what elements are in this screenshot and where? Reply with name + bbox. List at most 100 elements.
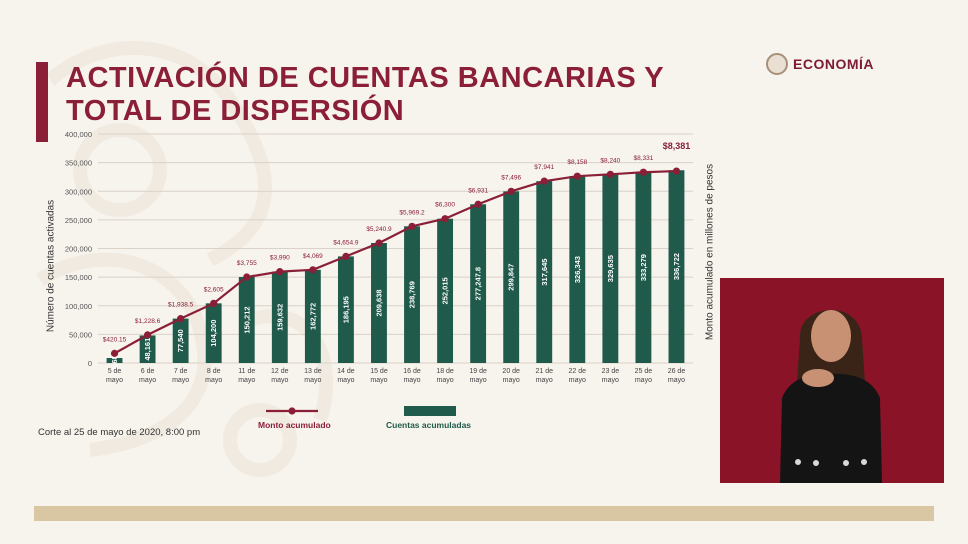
line-point — [540, 177, 548, 185]
x-tick-label: 19 de — [469, 368, 487, 375]
y-tick-label: 250,000 — [65, 216, 92, 225]
legend-bar-swatch — [404, 406, 456, 416]
bar — [668, 170, 685, 363]
line-value-label: $8,240 — [600, 157, 620, 164]
x-tick-label: 15 de — [370, 368, 388, 375]
interpreter-face — [811, 310, 851, 362]
bar-value-label: 329,635 — [606, 255, 615, 282]
x-tick-label: 7 de — [174, 368, 188, 375]
bar-value-label: 186,195 — [341, 296, 350, 323]
x-tick-label: mayo — [437, 377, 454, 384]
bar — [404, 226, 420, 363]
x-tick-label: mayo — [536, 377, 553, 384]
bar — [205, 303, 222, 363]
interpreter-body — [780, 373, 882, 483]
x-tick-label: mayo — [172, 377, 189, 384]
y-tick-label: 400,000 — [65, 130, 92, 139]
legend-label-monto: Monto acumulado — [258, 420, 331, 430]
line-point — [210, 299, 218, 307]
x-tick-label: 13 de — [304, 368, 322, 375]
x-tick-label: 20 de — [502, 368, 520, 375]
line-value-label: $1,228.6 — [135, 318, 161, 325]
sign-language-interpreter-video — [720, 278, 944, 483]
x-tick-label: mayo — [139, 377, 156, 384]
line-value-label: $8,331 — [633, 155, 653, 162]
line-value-label: $8,381 — [663, 141, 691, 151]
line-value-label: $420.15 — [103, 336, 127, 343]
bar-value-label: 317,645 — [540, 259, 549, 286]
bar-value-label: 333,279 — [639, 254, 648, 281]
y-tick-label: 300,000 — [65, 187, 92, 196]
y-tick-label: 50,000 — [69, 330, 92, 339]
government-seal-icon — [766, 53, 788, 75]
bottom-decorative-bar — [34, 506, 934, 521]
bar — [238, 277, 255, 363]
title-accent-bar — [36, 62, 48, 142]
bar-value-label: 8,686 — [110, 351, 119, 370]
line-point — [408, 222, 416, 230]
line-value-label: $6,931 — [468, 187, 488, 194]
x-tick-label: mayo — [106, 377, 123, 384]
line-point — [177, 315, 185, 323]
x-tick-label: mayo — [635, 377, 652, 384]
legend-line-marker — [288, 407, 296, 415]
line-point — [606, 170, 614, 178]
bar — [536, 181, 553, 363]
line-value-label: $7,496 — [501, 174, 521, 181]
bar — [470, 204, 487, 363]
x-tick-label: mayo — [470, 377, 487, 384]
line-point — [342, 252, 350, 261]
x-tick-label: mayo — [337, 377, 354, 384]
bar-value-label: 336,722 — [672, 253, 681, 280]
y-tick-label: 200,000 — [65, 245, 92, 254]
bar-value-label: 326,343 — [573, 256, 582, 283]
line-point — [639, 168, 648, 176]
line-point — [672, 167, 681, 175]
line-value-label: $6,300 — [435, 202, 455, 209]
line-point — [507, 187, 515, 195]
bar — [635, 172, 652, 363]
y-tick-label: 100,000 — [65, 302, 92, 311]
bar — [371, 242, 387, 363]
y-tick-label: 150,000 — [65, 273, 92, 282]
x-tick-label: mayo — [238, 377, 255, 384]
x-tick-label: 14 de — [337, 368, 355, 375]
x-tick-label: 6 de — [141, 368, 155, 375]
bar — [337, 256, 354, 363]
x-tick-label: 26 de — [668, 368, 686, 375]
line-value-label: $4,069 — [303, 253, 323, 260]
interpreter-figure — [780, 309, 882, 483]
bar — [602, 174, 619, 363]
bar — [139, 335, 156, 363]
bar — [569, 176, 586, 363]
bar — [503, 191, 520, 363]
line-value-label: $1,938.5 — [168, 302, 194, 309]
line-point — [309, 266, 317, 274]
interpreter-hands — [802, 369, 834, 387]
line-value-label: $3,755 — [237, 260, 257, 267]
slide-title: ACTIVACIÓN DE CUENTAS BANCARIAS Y TOTAL … — [66, 62, 726, 128]
x-tick-label: mayo — [205, 377, 222, 384]
y-tick-label: 0 — [88, 359, 92, 368]
x-tick-label: mayo — [668, 377, 685, 384]
bar-value-label: 48,161 — [143, 338, 152, 361]
line-value-label: $2,605 — [204, 286, 224, 293]
series-line-monto-acumulado — [113, 169, 677, 355]
line-point — [573, 172, 581, 180]
bar-value-label: 104,200 — [209, 320, 218, 347]
line-point — [110, 349, 119, 357]
bar-value-label: 162,772 — [308, 303, 317, 330]
line-value-label: $8,158 — [567, 159, 587, 166]
legend-label-cuentas: Cuentas acumuladas — [386, 420, 471, 430]
bar-value-label: 238,769 — [408, 281, 417, 308]
bar-value-label: 252,015 — [441, 277, 450, 304]
x-tick-label: mayo — [304, 377, 321, 384]
bar-value-label: 277,247.8 — [474, 267, 483, 300]
footnote: Corte al 25 de mayo de 2020, 8:00 pm — [38, 427, 201, 438]
bar — [172, 318, 189, 363]
line-value-label: $4,654.9 — [333, 239, 359, 246]
bar-value-label: 150,212 — [242, 306, 251, 333]
x-tick-label: mayo — [569, 377, 586, 384]
x-tick-label: 8 de — [207, 368, 221, 375]
